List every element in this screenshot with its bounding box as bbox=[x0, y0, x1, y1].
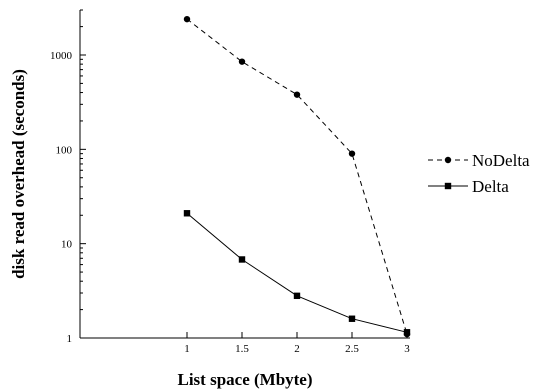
y-tick-label: 100 bbox=[56, 144, 73, 156]
legend-label: Delta bbox=[472, 177, 509, 196]
y-tick-label: 1000 bbox=[50, 50, 73, 62]
legend-item-delta: Delta bbox=[428, 177, 509, 196]
y-tick-label: 1 bbox=[67, 333, 73, 345]
series-nodelta bbox=[183, 15, 411, 338]
data-point bbox=[348, 150, 356, 157]
data-point bbox=[403, 329, 411, 336]
y-axis-title: disk read overhead (seconds) bbox=[9, 69, 28, 279]
data-point bbox=[348, 315, 356, 322]
legend-label: NoDelta bbox=[472, 151, 530, 170]
legend: NoDelta Delta bbox=[428, 151, 530, 196]
x-tick-label: 3 bbox=[404, 343, 410, 355]
x-axis-title: List space (Mbyte) bbox=[177, 370, 312, 389]
data-point bbox=[293, 292, 301, 300]
legend-item-nodelta: NoDelta bbox=[428, 151, 530, 170]
legend-marker bbox=[444, 182, 452, 190]
x-tick-label: 1.5 bbox=[235, 343, 249, 355]
x-tick-label: 1 bbox=[184, 343, 190, 355]
data-point bbox=[293, 91, 301, 98]
data-point bbox=[238, 58, 246, 65]
y-tick-label: 10 bbox=[61, 239, 73, 251]
data-point bbox=[183, 210, 191, 217]
series-line bbox=[186, 212, 408, 333]
x-tick-label: 2.5 bbox=[345, 343, 359, 355]
series-line bbox=[186, 18, 408, 335]
data-point bbox=[183, 15, 191, 23]
data-point bbox=[238, 256, 246, 263]
x-tick-label: 2 bbox=[294, 343, 300, 355]
series-layer bbox=[183, 15, 411, 338]
y-ticks: 1 10 100 1000 bbox=[50, 9, 86, 345]
x-ticks: 1 1.5 2 2.5 3 bbox=[184, 332, 410, 355]
legend-marker bbox=[444, 156, 452, 164]
axes bbox=[79, 10, 410, 339]
series-delta bbox=[183, 210, 411, 336]
